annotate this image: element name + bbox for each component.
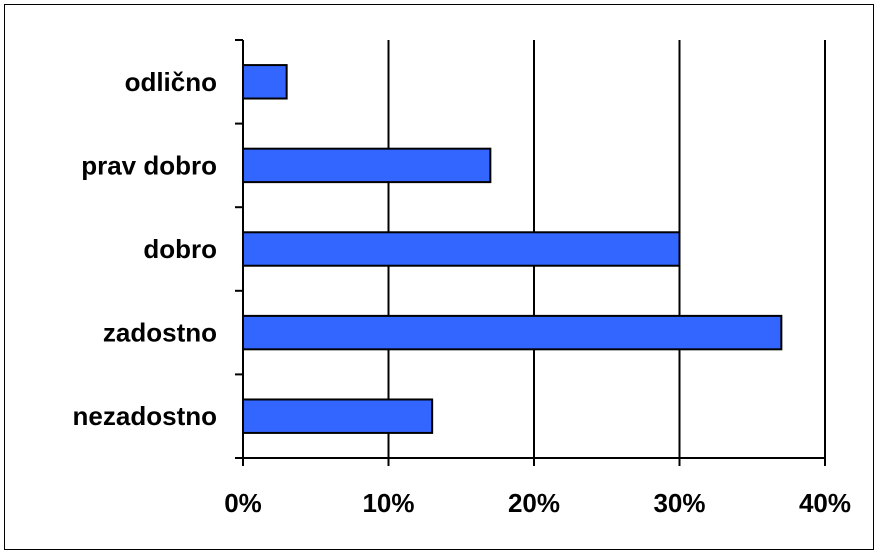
x-tick-label: 40% [799,488,851,518]
x-tick-label: 10% [362,488,414,518]
bar-2 [242,231,681,267]
category-label: prav dobro [81,150,217,180]
category-label: odlično [125,67,217,97]
x-tick-label: 0% [224,488,262,518]
bar-0 [242,64,288,100]
category-label: dobro [143,234,217,264]
axes [235,39,826,466]
bar-3 [242,314,783,351]
bar-1 [242,147,492,184]
bars [242,64,783,434]
x-tick-label: 20% [508,488,560,518]
category-label: zadostno [103,318,217,348]
x-tick-label: 30% [653,488,705,518]
labels: 0% 10% 20% 30% 40% odlično prav dobro dobro zado… [73,67,851,518]
category-label: nezadostno [73,401,217,431]
bar-4 [242,398,434,434]
